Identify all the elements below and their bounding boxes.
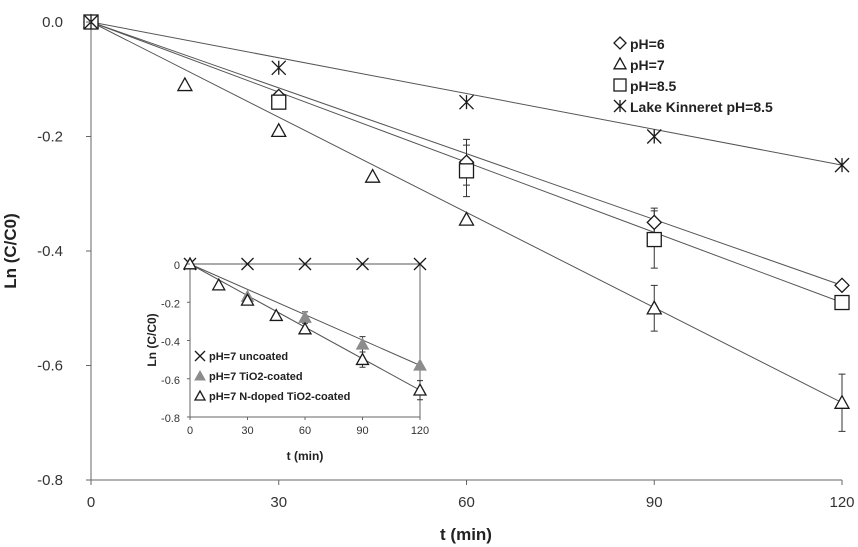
main-y-tick-label: -0.8 <box>37 472 63 489</box>
main-legend-label-ph-7: pH=7 <box>630 57 665 73</box>
main-point-lake-kinneret-ph-8-5 <box>834 157 850 173</box>
main-point-ph-7 <box>458 211 475 226</box>
inset-legend-label-ph-7-uncoated: pH=7 uncoated <box>209 351 288 363</box>
main-legend-label-lake-kinneret-ph-8-5: Lake Kinneret pH=8.5 <box>630 99 773 115</box>
main-point-lake-kinneret-ph-8-5 <box>459 94 474 110</box>
main-point-ph-8-5 <box>834 294 850 311</box>
main-point-ph-7 <box>646 299 663 315</box>
inset-point-ph-7-uncoated <box>241 257 254 271</box>
inset-x-tick-label: 30 <box>241 425 253 437</box>
inset-point-ph-7-uncoated <box>413 257 427 271</box>
main-y-tick-label: -0.6 <box>37 358 63 375</box>
main-point-ph-7 <box>833 394 851 409</box>
main-point-lake-kinneret-ph-8-5 <box>646 129 662 144</box>
inset-plot: 0 30 60 90 120 0 -0.2 -0.4 -0.6 -0.8 t (min) Ln … <box>144 252 432 477</box>
main-point-lake-kinneret-ph-8-5 <box>271 60 287 76</box>
inset-y-tick-label: -0.8 <box>161 413 180 425</box>
inset-legend-marker-ph-7-n-doped-tio2-coated <box>193 389 207 401</box>
inset-x-tick-label: 0 <box>187 425 193 437</box>
main-point-ph-8-5 <box>271 94 287 110</box>
main-point-ph-6 <box>646 214 663 231</box>
inset-legend-label-ph-7-tio2-coated: pH=7 TiO2-coated <box>209 371 303 383</box>
main-y-tick-label: -0.4 <box>37 243 63 260</box>
main-x-tick-label: 60 <box>458 494 475 511</box>
inset-y-axis-label: Ln (C/C0) <box>145 313 159 366</box>
inset-point-ph-7-n-doped-tio2-coated <box>412 382 428 396</box>
inset-legend: pH=7 uncoated pH=7 TiO2-coated pH=7 N-dope… <box>193 350 350 403</box>
inset-point-ph-7-tio2-coated <box>413 358 427 371</box>
inset-point-ph-7-tio2-coated <box>355 337 370 350</box>
inset-y-tick-label: -0.6 <box>161 375 180 387</box>
main-x-axis-label: t (min) <box>440 525 492 544</box>
main-legend-marker-ph-6 <box>613 36 627 50</box>
main-plot: 0 30 60 90 120 0.0 -0.2 -0.4 -0.6 -0.8 t (min) L… <box>1 13 855 544</box>
main-x-tick-label: 90 <box>646 494 663 511</box>
inset-y-tick-label: 0 <box>174 260 180 272</box>
main-point-ph-7 <box>270 122 287 138</box>
main-x-tick-label: 0 <box>87 494 95 511</box>
main-point-ph-7 <box>364 168 381 183</box>
main-point-ph-7 <box>176 76 193 92</box>
inset-x-tick-label: 60 <box>299 425 311 437</box>
main-legend: pH=6 pH=7 pH=8.5 Lake Kinneret pH=8.5 <box>612 36 773 115</box>
inset-x-axis-label: t (min) <box>287 449 324 463</box>
inset-frame <box>144 252 432 477</box>
inset-y-axis-label-text: Ln (C/C0) <box>145 313 159 366</box>
inset-point-ph-7-uncoated <box>356 257 369 271</box>
inset-point-ph-7-n-doped-tio2-coated <box>269 308 284 322</box>
inset-legend-marker-ph-7-tio2-coated <box>194 369 206 381</box>
main-y-tick-label: 0.0 <box>42 14 63 31</box>
main-point-ph-6 <box>834 277 850 294</box>
inset-point-ph-7-n-doped-tio2-coated <box>182 256 198 270</box>
main-y-axis-label: Ln (C/C0) <box>1 213 20 289</box>
inset-point-ph-7-n-doped-tio2-coated <box>211 277 226 291</box>
inset-point-ph-7-n-doped-tio2-coated <box>240 292 255 306</box>
inset-point-ph-7-n-doped-tio2-coated <box>297 321 313 335</box>
main-legend-marker-lake-kinneret-ph-8-5 <box>613 99 627 113</box>
inset-point-ph-7-uncoated <box>298 257 312 271</box>
main-point-ph-8-5 <box>458 163 475 179</box>
main-legend-label-ph-6: pH=6 <box>630 36 665 52</box>
main-fit-line-lake-kinneret-ph-8-5 <box>90 21 843 166</box>
main-point-ph-8-5 <box>646 231 662 248</box>
inset-y-tick-label: -0.2 <box>161 298 180 310</box>
main-legend-marker-ph-7 <box>612 56 628 70</box>
inset-legend-label-ph-7-n-doped-tio2-coated: pH=7 N-doped TiO2-coated <box>209 391 350 403</box>
inset-y-tick-label: -0.4 <box>161 337 180 349</box>
inset-point-ph-7-n-doped-tio2-coated <box>355 352 370 366</box>
main-legend-label-ph-8-5: pH=8.5 <box>630 78 677 94</box>
main-y-tick-label: -0.2 <box>37 129 63 146</box>
inset-x-tick-label: 120 <box>411 425 429 437</box>
main-x-tick-label: 30 <box>270 494 287 511</box>
main-legend-marker-ph-8-5 <box>613 78 627 92</box>
main-y-axis-label-text: Ln (C/C0) <box>1 213 20 289</box>
inset-x-tick-label: 90 <box>356 425 368 437</box>
inset-legend-marker-ph-7-uncoated <box>194 350 206 362</box>
main-x-tick-label: 120 <box>829 494 854 511</box>
